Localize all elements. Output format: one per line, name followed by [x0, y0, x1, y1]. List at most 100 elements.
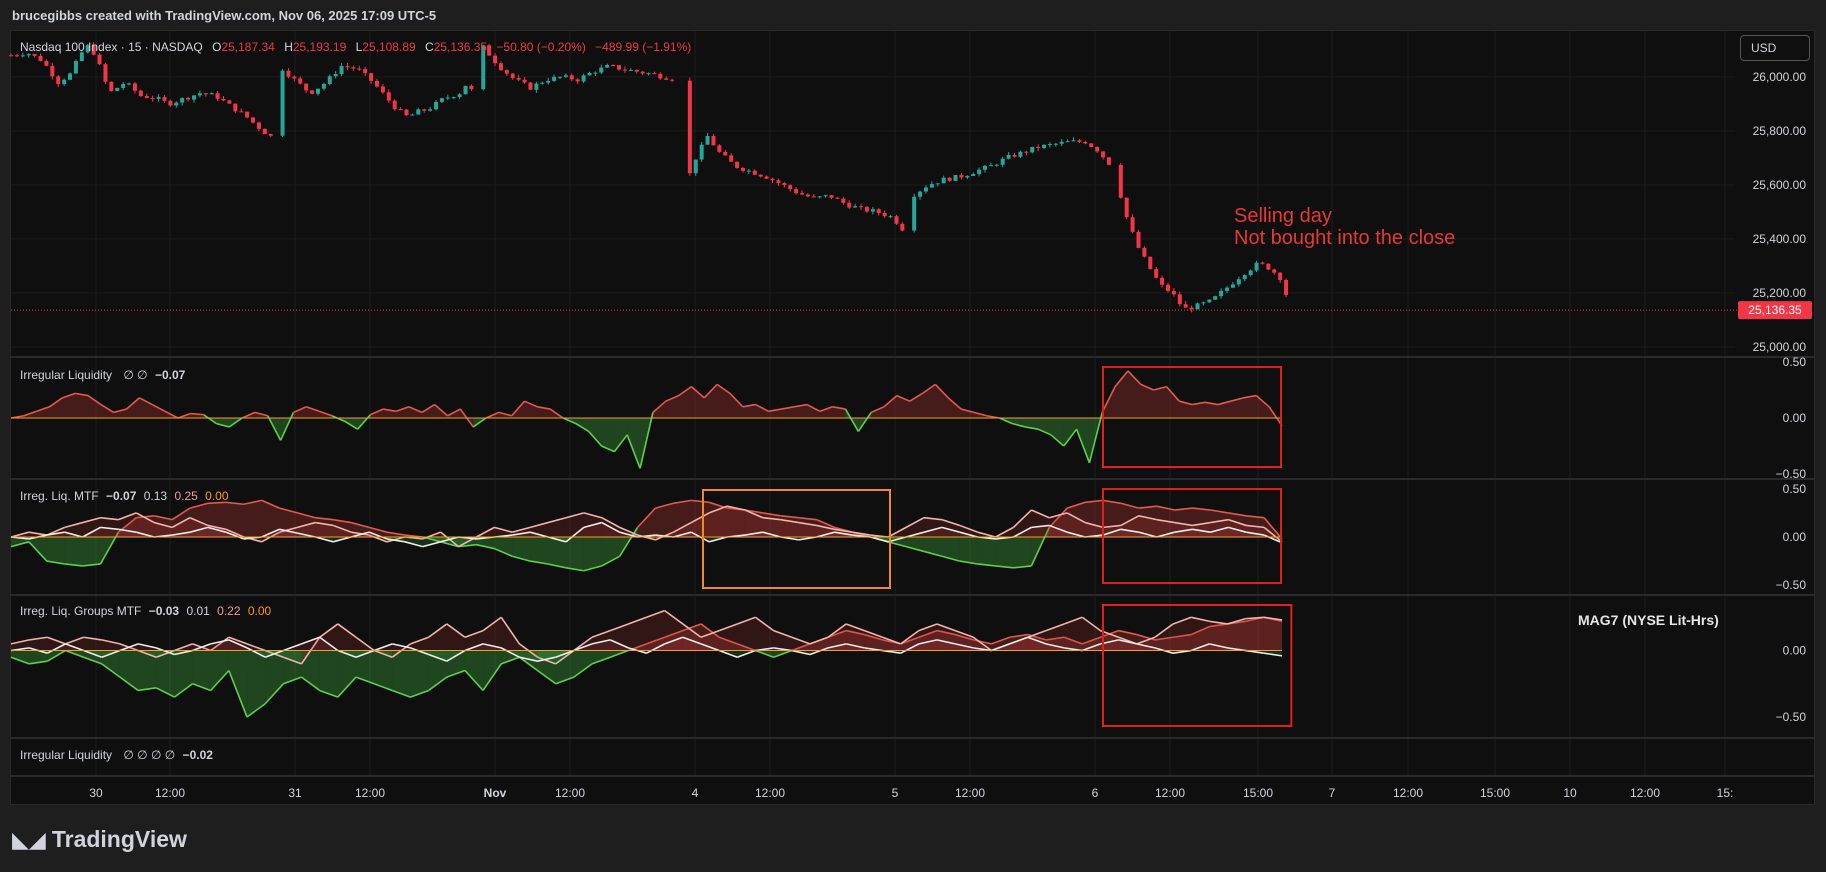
candle-body: [829, 195, 834, 198]
pane2-series-2: [923, 526, 943, 533]
pane1-area: [1179, 401, 1193, 418]
candle-body: [392, 100, 397, 110]
candle-body: [912, 196, 917, 231]
pane2-area: [744, 510, 763, 537]
pane2-series-1: [852, 531, 871, 536]
pane3-series-0: [755, 649, 774, 658]
pane2-series-1: [977, 531, 996, 538]
pane1-series-0: [870, 406, 885, 414]
pane2-area: [655, 503, 674, 537]
pane2-series-2: [1066, 531, 1086, 538]
pane2-tick-2: −0.50: [1776, 578, 1807, 592]
pane3-series-1: [1191, 616, 1210, 623]
candle-body: [79, 52, 84, 62]
candle-body: [540, 82, 545, 84]
candle-body: [1272, 269, 1277, 273]
currency-button[interactable]: USD: [1740, 35, 1810, 61]
price-tick-0: 26,000.00: [1753, 70, 1807, 84]
pane2-series-2: [887, 536, 907, 543]
pane3-area: [428, 623, 447, 651]
pane3-series-1: [845, 623, 865, 632]
pane3-series-0: [1172, 633, 1192, 639]
pane2-series-1: [708, 505, 728, 514]
pane2-area: [941, 537, 960, 562]
candle-body: [1219, 290, 1224, 297]
pane2-series-2: [1156, 531, 1175, 538]
pane3-series-2: [1209, 643, 1228, 649]
candle-body: [132, 83, 137, 91]
pane3-area: [464, 650, 484, 691]
candle-body: [504, 70, 509, 74]
candle-body: [321, 83, 326, 89]
pane2-series-1: [798, 521, 817, 527]
pane2-series-2: [386, 538, 405, 543]
pane3-area: [664, 637, 683, 651]
pane3-series-2: [446, 649, 466, 662]
pane2-area: [1085, 500, 1103, 537]
pane3-series-2: [1263, 652, 1283, 657]
pane3-series-0: [1045, 636, 1065, 641]
pane2-series-1: [315, 521, 334, 527]
pane2-area: [190, 517, 208, 537]
candle-body: [575, 79, 580, 82]
pane1-series-0: [241, 411, 256, 419]
candle-body: [38, 55, 43, 61]
pane3-series-2: [1045, 643, 1065, 649]
pane3-series-2: [1136, 643, 1156, 649]
pane2-area: [1067, 512, 1086, 537]
pane2-area: [207, 527, 226, 537]
pane2-series-1: [1174, 521, 1193, 527]
pane3-series-2: [428, 653, 448, 662]
pane2-area: [422, 537, 441, 547]
high-label: H: [284, 40, 293, 54]
pane3-series-0: [173, 683, 194, 698]
pane3-series-1: [47, 636, 66, 645]
pane3-series-2: [1009, 636, 1029, 645]
pane2-area: [565, 537, 584, 571]
pane3-area: [573, 650, 593, 678]
pane1-series-0: [49, 397, 63, 408]
x-tick-17: 12:00: [1630, 786, 1660, 800]
pane3-area: [1173, 617, 1192, 651]
groups-mtf-legend: Irreg. Liq. Groups MTF −0.03 0.01 0.22 0…: [20, 604, 271, 618]
pane3-series-0: [591, 656, 611, 665]
pane2-series-2: [547, 536, 567, 543]
pane3-series-0: [192, 683, 212, 692]
pane1-series-0: [1165, 386, 1180, 402]
candle-body: [929, 184, 934, 188]
pane3-area: [882, 639, 901, 651]
pane3-series-2: [700, 643, 720, 652]
candle-body: [180, 98, 185, 103]
pane3-area: [1082, 617, 1101, 651]
pane3-area: [192, 650, 211, 691]
pane2-series-0: [171, 507, 191, 521]
pane2-series-1: [135, 512, 155, 524]
pane2-series-1: [297, 521, 316, 529]
candle-body: [434, 101, 439, 110]
pane1-area: [652, 401, 666, 418]
symbol-legend: Nasdaq 100 Index · 15 · NASDAQ O25,187.3…: [20, 40, 691, 54]
pane2-area: [333, 525, 352, 537]
pane2-area: [136, 512, 155, 537]
candle-body: [451, 97, 456, 99]
pane3-series-2: [846, 643, 865, 649]
pane3-highlight-box-0: [1102, 604, 1293, 727]
pane2-area: [118, 529, 137, 537]
pane3-series-1: [555, 649, 575, 665]
pane3-series-2: [573, 643, 593, 652]
pane2-series-1: [601, 517, 621, 529]
candle-body: [1130, 217, 1135, 232]
pane3-series-0: [646, 636, 665, 645]
pane1-area: [781, 406, 795, 418]
pane1-series-0: [1230, 397, 1244, 402]
candle-body: [1101, 151, 1106, 158]
pane2-area: [923, 537, 942, 557]
x-tick-1: 12:00: [155, 786, 185, 800]
mtf-v1: −0.07: [106, 489, 137, 503]
pane3-series-2: [464, 643, 484, 652]
candle-body: [186, 98, 191, 100]
pane2-series-2: [744, 531, 763, 536]
pane1-series-0: [703, 383, 718, 399]
candle-body: [935, 183, 940, 185]
